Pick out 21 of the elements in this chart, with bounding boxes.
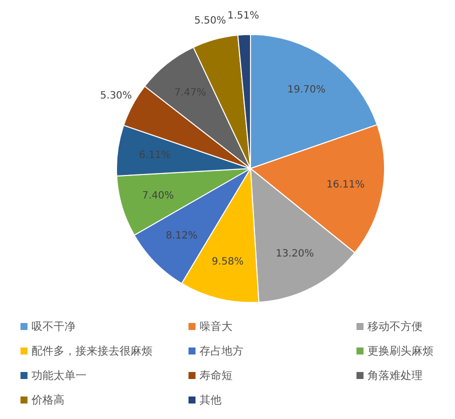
data-label: 7.40% (142, 190, 174, 202)
legend-label: 角落难处理 (368, 369, 422, 382)
data-label: 1.51% (227, 10, 260, 22)
legend-label: 噪音大 (200, 320, 232, 333)
data-label: 16.11% (326, 180, 365, 191)
legend-label: 配件多，接来接去很麻烦 (32, 344, 152, 358)
legend-label: 其他 (200, 394, 222, 406)
legend-label: 功能太单一 (32, 369, 86, 382)
data-label: 6.11% (139, 150, 171, 161)
legend-label: 寿命短 (200, 369, 232, 382)
legend-label: 存占地方 (200, 344, 244, 358)
data-label: 5.50% (194, 16, 226, 27)
data-label: 8.12% (166, 230, 198, 242)
data-label: 9.58% (212, 256, 244, 268)
legend-label: 价格高 (30, 394, 64, 406)
data-label: 19.70% (287, 84, 326, 96)
legend-label: 吸不干净 (32, 320, 76, 333)
legend-label: 移动不方便 (368, 320, 422, 333)
data-label: 13.20% (276, 248, 314, 260)
legend-label: 更换刷头麻烦 (368, 344, 434, 358)
data-label: 5.30% (100, 90, 132, 102)
